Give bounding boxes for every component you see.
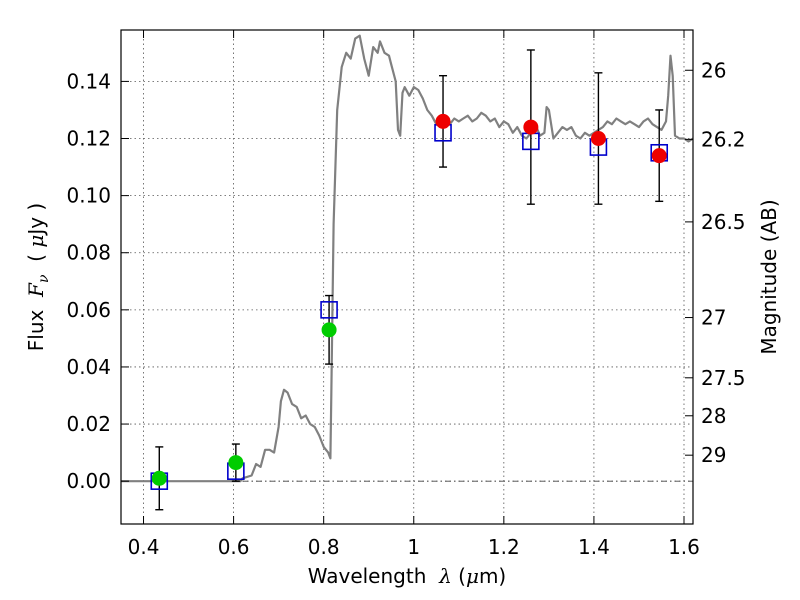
y2-tick-label: 29 [701, 443, 726, 467]
x-axis-title-unit-open: ( [452, 564, 466, 588]
y2-tick-label: 28 [701, 404, 726, 428]
y-axis-title-unit-open: ( [24, 248, 48, 275]
y-axis-title-symbol: F [24, 282, 48, 298]
observed-point-optical [321, 322, 337, 338]
x-tick-label: 1.6 [668, 535, 700, 559]
model-spectrum-line [121, 34, 694, 483]
model-flux-squares-group [150, 123, 669, 490]
y2-tick-label: 26.5 [701, 210, 746, 234]
y-tick-label: 0.08 [66, 241, 111, 265]
observed-point-nir [435, 113, 451, 129]
y-axis-title-unit-rest: Jy ) [24, 203, 48, 237]
x-tick-label: 1.2 [488, 535, 520, 559]
y-tick-label: 0.10 [66, 184, 111, 208]
y2-tick-label: 26 [701, 58, 726, 82]
observed-point-optical [228, 455, 244, 471]
x-tick-label: 1 [407, 535, 420, 559]
y2-tick-label: 27.5 [701, 366, 746, 390]
x-axis-title-symbol: λ [438, 564, 452, 588]
y-axis-title-prefix: Flux [24, 297, 48, 351]
y2-tick-label: 26.2 [701, 127, 746, 151]
y-tick-label: 0.02 [66, 412, 111, 436]
ticks-group: 0.4 0.6 0.8 1 1.2 1.4 1.6 0.00 0.02 0.04 0.06 0.08 0… [66, 30, 746, 559]
x-tick-label: 0.6 [218, 535, 250, 559]
x-tick-label: 1.4 [578, 535, 610, 559]
observed-point-optical [151, 470, 167, 486]
observed-points-group [151, 113, 667, 486]
y-tick-label: 0.06 [66, 298, 111, 322]
model-flux-square [320, 301, 338, 319]
x-tick-label: 0.8 [308, 535, 340, 559]
y-axis-title-subscript: ν [36, 274, 52, 283]
gridlines [121, 30, 693, 524]
model-spectrum-group [121, 34, 694, 483]
right-axis-title: Magnitude (AB) [757, 199, 781, 354]
y2-tick-label: 27 [701, 306, 726, 330]
y-axis-title: Flux Fν ( μJy ) [24, 203, 52, 351]
observed-point-nir [523, 119, 539, 135]
y-tick-label: 0.04 [66, 355, 111, 379]
y-tick-label: 0.00 [66, 469, 111, 493]
observed-point-nir [651, 148, 667, 164]
x-tick-label: 0.4 [128, 535, 160, 559]
observed-point-nir [590, 131, 606, 147]
y-tick-label: 0.14 [66, 69, 111, 93]
plot-frame [120, 29, 694, 525]
y-tick-label: 0.12 [66, 127, 111, 151]
y-axis-title-unit-symbol: μ [24, 235, 48, 248]
x-axis-title-unit-rest: m) [479, 564, 506, 588]
errorbars-group [155, 49, 664, 511]
x-axis-title-unit-symbol: μ [466, 564, 479, 588]
x-axis-title: Wavelength λ (μm) [308, 564, 507, 588]
x-axis-title-prefix: Wavelength [308, 564, 439, 588]
